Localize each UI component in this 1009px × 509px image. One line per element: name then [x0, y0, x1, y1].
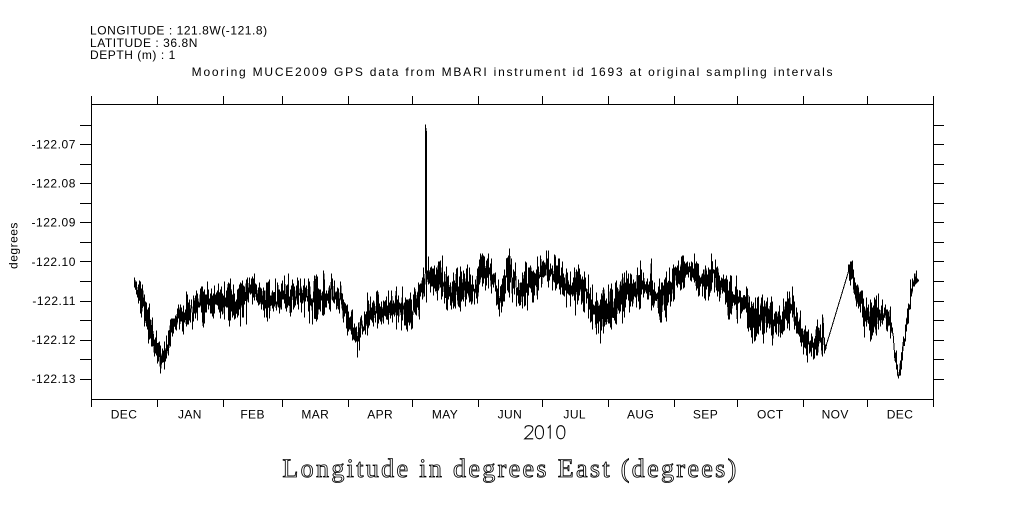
svg-text:DEPTH (m) : 1: DEPTH (m) : 1: [90, 48, 176, 62]
svg-text:LONGITUDE : 121.8W(-121.8): LONGITUDE : 121.8W(-121.8): [90, 24, 268, 38]
svg-text:-122.13: -122.13: [31, 372, 76, 386]
svg-text:OCT: OCT: [757, 408, 784, 422]
svg-text:APR: APR: [367, 408, 393, 422]
svg-text:-122.12: -122.12: [31, 333, 76, 347]
svg-text:JAN: JAN: [178, 408, 202, 422]
svg-text:MAR: MAR: [301, 408, 329, 422]
svg-text:NOV: NOV: [822, 408, 849, 422]
svg-text:JUL: JUL: [563, 408, 586, 422]
svg-text:-122.09: -122.09: [31, 216, 76, 230]
svg-text:FEB: FEB: [240, 408, 265, 422]
svg-text:Longitude in degrees East (deg: Longitude in degrees East (degrees): [282, 454, 738, 483]
svg-text:LATITUDE : 36.8N: LATITUDE : 36.8N: [90, 36, 198, 50]
svg-text:Mooring MUCE2009 GPS data from: Mooring MUCE2009 GPS data from MBARI ins…: [192, 65, 835, 79]
svg-text:JUN: JUN: [498, 408, 523, 422]
svg-text:DEC: DEC: [887, 408, 914, 422]
svg-text:SEP: SEP: [693, 408, 718, 422]
svg-text:-122.08: -122.08: [31, 177, 76, 191]
svg-text:DEC: DEC: [111, 408, 138, 422]
svg-text:-122.11: -122.11: [32, 294, 76, 308]
svg-text:-122.10: -122.10: [31, 255, 76, 269]
svg-text:-122.07: -122.07: [31, 137, 76, 151]
svg-text:AUG: AUG: [627, 408, 654, 422]
svg-text:MAY: MAY: [432, 408, 458, 422]
svg-text:degrees: degrees: [7, 222, 21, 269]
